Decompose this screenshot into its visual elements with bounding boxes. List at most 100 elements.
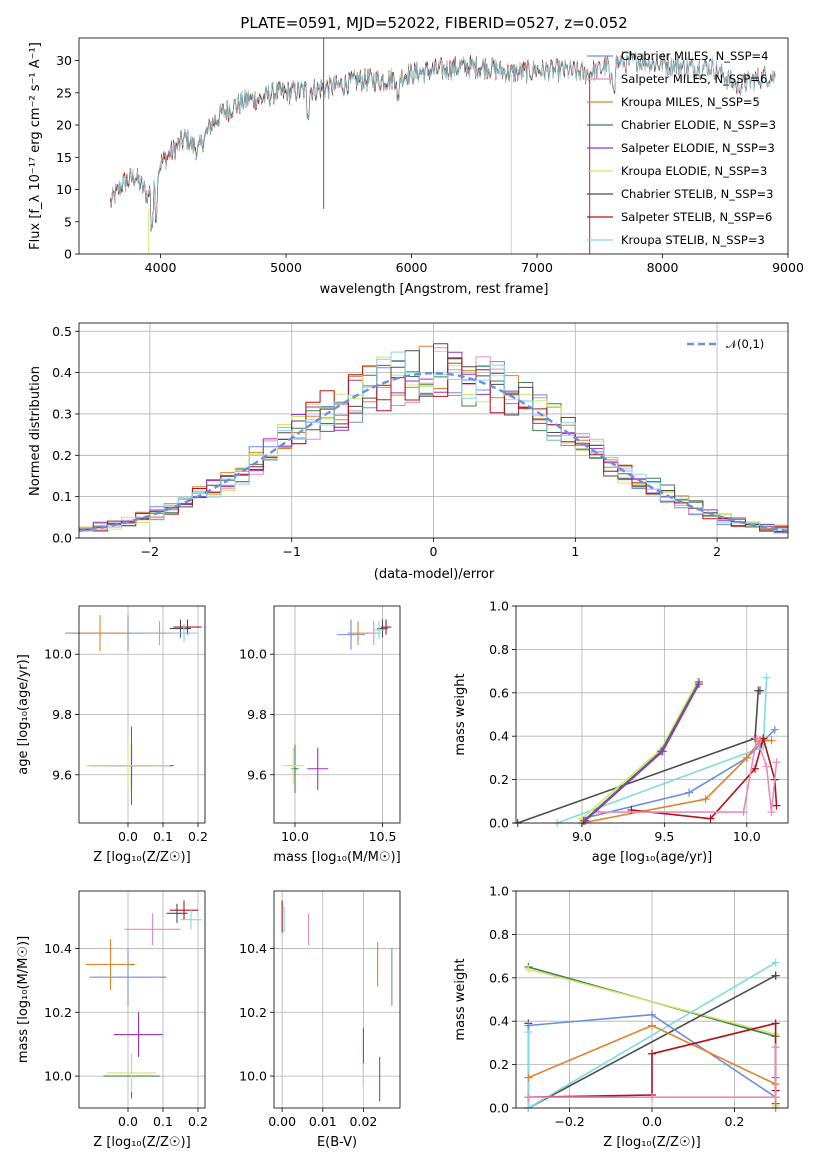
spectrum-ticks: 4000 5000 6000 7000 8000 9000 0 5 10 15 20 25 30 [56,53,804,275]
residuals-panel: −2 −1 0 1 2 0.0 0.1 0.2 0.3 0.4 0.5 (data-model)/e… [28,322,789,582]
errorbar-kroupa-miles [347,621,369,646]
series-kroupa-elodie [581,681,699,820]
spectrum-axes-frame [78,37,789,255]
y-tick-label: 0.1 [52,489,72,504]
y-tick-label: 0.8 [489,927,509,942]
legend-label-kroupa-elodie: Kroupa ELODIE, N_SSP=3 [621,164,767,178]
y-tick-label: 10.2 [239,1005,267,1020]
y-tick-label: 0.4 [52,365,72,380]
normal-curve [78,371,789,532]
y-tick-label: 9.6 [247,767,267,782]
x-axis-label: age [log₁₀(age/yr)] [592,850,713,865]
x-axis-label: Z [log₁₀(Z/Z☉)] [93,850,190,865]
axes-frame [78,890,206,1109]
y-tick-label: 9.8 [247,707,267,722]
spectrum-ylabel: Flux [f_λ 10⁻¹⁷ erg cm⁻² s⁻¹ A⁻¹] [28,42,43,250]
x-axis-label: Z [log₁₀(Z/Z☉)] [603,1135,700,1150]
y-tick-label: 0.4 [489,1014,509,1029]
residuals-histograms [78,343,789,534]
histogram-chabrier-stelib [79,343,788,533]
errorbar-chabrier-miles [89,948,167,1006]
y-tick-label: 0.0 [52,531,72,546]
grid-lines [79,891,205,1108]
x-tick-label: 2 [713,544,721,559]
marker-salpeter-miles [762,762,771,771]
spectrum-series-salpeter-elodie [110,55,514,229]
marker-kroupa-miles [742,753,751,762]
errorbar-kroupa-stelib [180,910,202,930]
spectrum-lines [110,38,776,254]
marker-salpeter-miles [772,758,781,767]
errorbar-salpeter-stelib [173,619,202,635]
residuals-ylabel: Normed distribution [28,366,43,496]
x-tick-label: 9.0 [572,829,592,844]
x-tick-label: 0.02 [349,1114,377,1129]
marker-salpeter-stelib [771,1019,780,1028]
errorbar-points [281,900,393,1108]
x-tick-label: 10.5 [369,829,397,844]
y-tick-label: 30 [56,53,72,68]
x-tick-label: 9000 [772,260,804,275]
x-axis-label: E(B-V) [317,1135,357,1150]
errorbar-kroupa-elodie [86,741,170,790]
legend-label-salpeter-elodie: Salpeter ELODIE, N_SSP=3 [621,141,775,155]
x-tick-label: 1 [571,544,579,559]
y-tick-label: 0.2 [52,448,72,463]
y-tick-label: 0.6 [489,970,509,985]
legend-label-salpeter-stelib: Salpeter STELIB, N_SSP=6 [621,210,772,224]
legend-normal-label: 𝒩(0,1) [726,337,764,351]
x-tick-label: 4000 [145,260,177,275]
errorbar-points [282,619,392,793]
legend-label-chabrier-miles: Chabrier MILES, N_SSP=4 [621,49,768,63]
y-tick-label: 0.0 [489,1101,509,1116]
mass-vs-Z-panel: 0.0 0.1 0.2 10.0 10.2 10.4 Z [log₁₀(Z/Z☉)] mass… [16,890,208,1150]
mass-vs-ebv-panel: 0.00 0.01 0.02 10.0 10.2 10.4 E(B-V) [239,890,401,1150]
x-tick-label: 0.0 [118,1114,138,1129]
x-tick-label: 0.1 [153,829,173,844]
errorbar-chabrier-miles [337,619,365,650]
x-tick-label: 0.1 [153,1114,173,1129]
x-tick-label: 7000 [521,260,553,275]
marker-salpeter-miles [771,1093,780,1102]
marker-salpeter-elodie [581,816,590,825]
marker-salpeter-elodie [694,680,703,689]
errorbar-chabrier-elodie [291,744,299,793]
y-tick-label: 9.6 [52,767,72,782]
y-tick-label: 10.0 [44,1069,72,1084]
grid-lines [274,891,400,1108]
y-tick-label: 10.0 [44,647,72,662]
marker-salpeter-miles [752,734,761,743]
y-tick-label: 0.5 [52,324,72,339]
spectrum-panel: PLATE=0591, MJD=52022, FIBERID=0527, z=0… [28,14,804,297]
y-tick-label: 20 [56,118,72,133]
marker-salpeter-elodie [658,747,667,756]
marker-kroupa-stelib [762,673,771,682]
y-tick-label: 0.8 [489,642,509,657]
age-vs-Z-panel: 0.0 0.1 0.2 9.6 9.8 10.0 Z [log₁₀(Z/Z☉)] age [l… [16,605,208,865]
legend-label-chabrier-stelib: Chabrier STELIB, N_SSP=3 [621,187,773,201]
x-tick-label: −1 [282,544,300,559]
y-axis-label: mass [log₁₀(M/M☉)] [16,936,31,1063]
spectrum-title: PLATE=0591, MJD=52022, FIBERID=0527, z=0… [240,14,627,32]
y-tick-label: 0.6 [489,685,509,700]
spectrum-series-kroupa-stelib [110,49,776,230]
marker-kroupa-stelib [771,958,780,967]
marker-chabrier-stelib [771,971,780,980]
x-tick-label: −0.2 [554,1114,584,1129]
x-tick-label: 6000 [396,260,428,275]
spectrum-series-kroupa-elodie [110,57,514,228]
x-tick-label: 0 [430,544,438,559]
y-tick-label: 1.0 [489,884,509,899]
x-tick-label: 10.0 [281,829,309,844]
x-tick-label: 8000 [647,260,679,275]
y-tick-label: 1.0 [489,599,509,614]
residuals-legend: 𝒩(0,1) [687,337,764,351]
errorbar-salpeter-stelib [170,900,198,920]
residuals-xlabel: (data-model)/error [374,567,495,582]
marker-salpeter-stelib [706,814,715,823]
series-chabrier-miles [581,729,776,820]
errorbar-points [65,615,202,805]
errorbar-kroupa-stelib [373,621,385,640]
x-tick-label: 0.2 [188,1114,208,1129]
x-axis-label: Z [log₁₀(Z/Z☉)] [93,1135,190,1150]
